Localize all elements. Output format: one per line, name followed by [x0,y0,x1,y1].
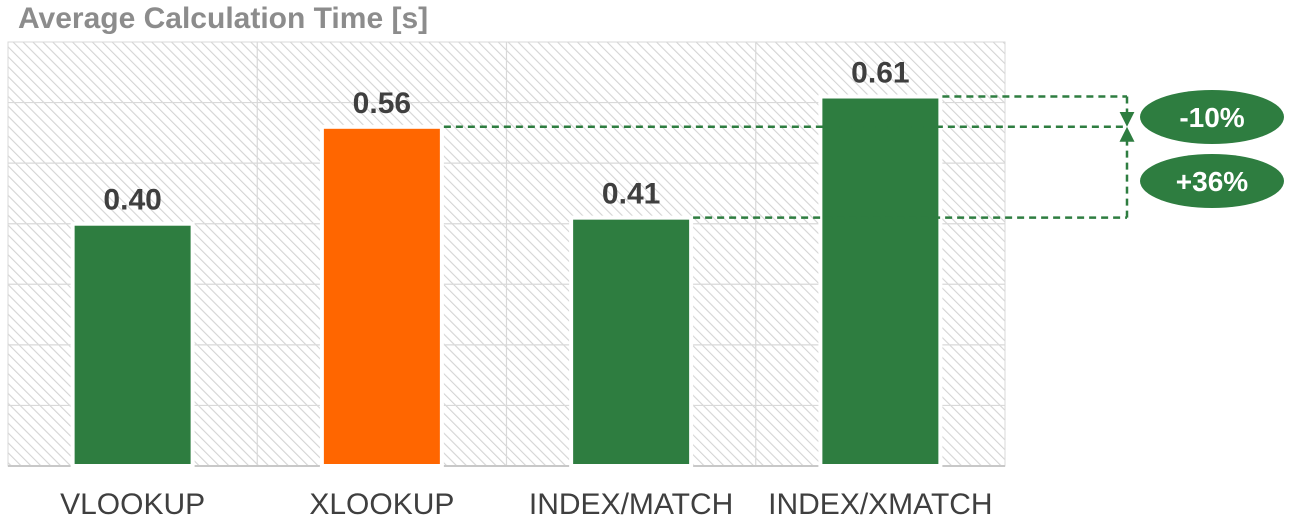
bar-index-match [569,215,694,468]
x-tick-label: INDEX/XMATCH [768,488,992,521]
x-axis-labels: VLOOKUP XLOOKUP INDEX/MATCH INDEX/XMATCH [60,488,993,521]
annotation-pill [1140,154,1284,208]
data-labels: 0.40 0.56 0.41 0.61 [103,57,909,217]
data-label: 0.56 [353,87,411,120]
x-tick-label: VLOOKUP [60,488,205,521]
annotation-label: -10% [1179,102,1244,133]
data-label: 0.41 [602,178,660,211]
x-tick-label: INDEX/MATCH [529,488,733,521]
chart-title: Average Calculation Time [s] [18,2,429,35]
annotation-label: +36% [1176,166,1248,197]
data-label: 0.40 [103,184,161,217]
annotation-pill [1140,90,1284,144]
bar-index-xmatch [818,94,943,468]
bar-xlookup [319,124,444,469]
bars [70,94,943,469]
annotations: -10% +36% [443,90,1284,219]
x-tick-label: XLOOKUP [309,488,454,521]
bar-vlookup [70,221,195,468]
data-label: 0.61 [851,57,909,90]
